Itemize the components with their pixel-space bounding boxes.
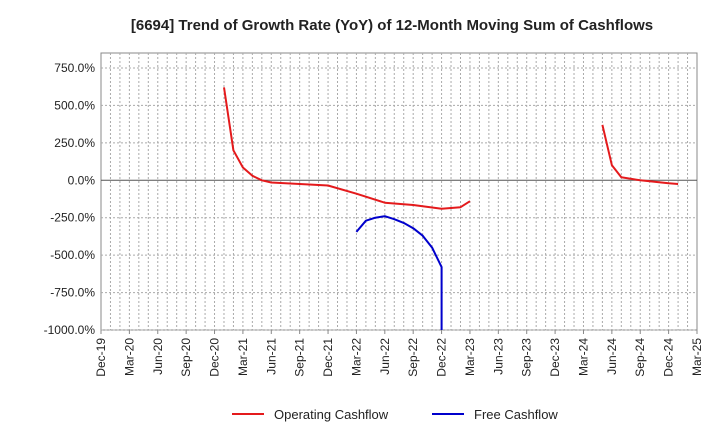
x-tick-label: Dec-23 [548, 338, 562, 377]
operating-cashflow-line [601, 124, 679, 185]
series-lines [223, 87, 679, 330]
legend: Operating Cashflow Free Cashflow [232, 407, 558, 422]
y-tick-label: -500.0% [50, 248, 95, 262]
x-tick-label: Sep-22 [406, 338, 420, 377]
x-tick-label: Jun-20 [151, 338, 165, 375]
x-tick-label: Sep-23 [520, 338, 534, 377]
free-cashflow-legend-label: Free Cashflow [474, 407, 558, 422]
x-tick-label: Sep-21 [293, 338, 307, 377]
x-tick-label: Dec-21 [321, 338, 335, 377]
operating-cashflow-legend-label: Operating Cashflow [274, 407, 389, 422]
operating-cashflow-line [223, 87, 471, 210]
x-tick-label: Sep-24 [633, 338, 647, 377]
x-tick-label: Sep-20 [179, 338, 193, 377]
x-tick-label: Jun-21 [264, 338, 278, 375]
x-tick-label: Mar-22 [349, 338, 363, 376]
x-tick-label: Mar-23 [463, 338, 477, 376]
y-tick-label: -750.0% [50, 286, 95, 300]
x-axis: Dec-19 Mar-20 Jun-20 Sep-20 Dec-20 Mar-21 Jun-… [94, 330, 704, 377]
plot-border [100, 52, 698, 331]
x-tick-label: Dec-20 [208, 338, 222, 377]
x-tick-label: Jun-24 [605, 338, 619, 375]
x-tick-label: Dec-24 [662, 338, 676, 377]
plot-area [100, 52, 698, 331]
x-tick-label: Mar-20 [122, 338, 136, 376]
y-tick-label: -250.0% [50, 211, 95, 225]
chart-title: [6694] Trend of Growth Rate (YoY) of 12-… [131, 17, 653, 34]
grid-lines [101, 53, 697, 331]
x-tick-label: Dec-22 [435, 338, 449, 377]
x-tick-label: Mar-24 [576, 338, 590, 376]
free-cashflow-line [355, 215, 443, 330]
y-tick-label: -1000.0% [44, 323, 96, 337]
x-tick-label: Mar-25 [690, 338, 704, 376]
y-tick-label: 500.0% [54, 98, 95, 112]
y-tick-label: 0.0% [68, 173, 96, 187]
x-tick-label: Mar-21 [236, 338, 250, 376]
x-tick-label: Jun-23 [491, 338, 505, 375]
y-tick-label: 250.0% [54, 136, 95, 150]
y-tick-label: 750.0% [54, 61, 95, 75]
y-axis: 750.0% 500.0% 250.0% 0.0% -250.0% -500.0% -750… [44, 61, 96, 337]
x-tick-label: Jun-22 [378, 338, 392, 375]
x-tick-label: Dec-19 [94, 338, 108, 377]
